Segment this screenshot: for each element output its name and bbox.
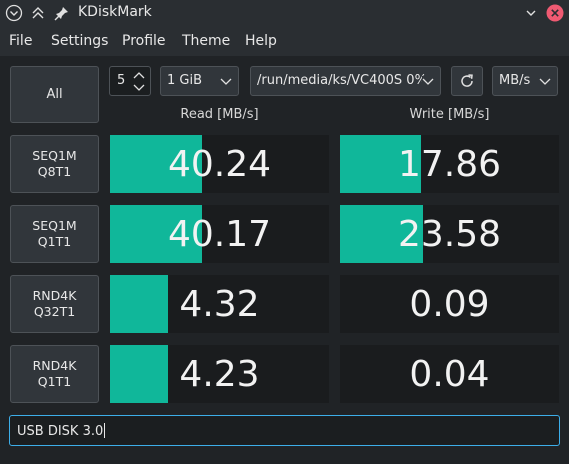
menu-file[interactable]: File [9,33,33,49]
result-bar [340,135,422,193]
test-size-select[interactable]: 1 GiB [160,66,239,96]
window-title: KDiskMark [78,4,152,20]
result-bar [110,135,202,193]
spin-up-icon[interactable] [131,70,147,81]
result-value: 17.86 [397,143,502,185]
result-value: 4.32 [179,283,260,325]
units-value: MB/s [499,73,531,88]
result-value: 40.17 [167,213,272,255]
chevron-down-icon [422,76,434,86]
test-button-rnd4k-q32t1[interactable]: RND4K Q32T1 [10,275,99,333]
menu-profile[interactable]: Profile [122,33,166,49]
target-path-select[interactable]: /run/media/ks/VC400S 0% [250,66,441,96]
result-value: 4.23 [179,353,260,395]
test-name: RND4K [32,358,77,373]
result-bar [110,275,169,333]
result-value: 0.09 [409,283,490,325]
text-caret [104,423,106,438]
refresh-icon [461,74,473,87]
comment-value: USB DISK 3.0 [17,424,104,439]
minimize-icon[interactable] [522,4,540,22]
result-bar [110,205,202,263]
test-button-seq1m-q1t1[interactable]: SEQ1M Q1T1 [10,205,99,263]
units-select[interactable]: MB/s [492,66,558,96]
menu-settings[interactable]: Settings [51,33,109,49]
result-value: 40.24 [167,143,272,185]
runs-count-value: 5 [117,73,126,88]
write-result-rnd4k-q1t1: 0.04 [340,345,559,403]
run-all-label: All [46,87,63,102]
result-value: 0.04 [409,353,490,395]
chevron-down-icon [539,78,551,85]
write-result-seq1m-q1t1: 23.58 [340,205,559,263]
test-size-value: 1 GiB [167,73,203,88]
test-button-rnd4k-q1t1[interactable]: RND4K Q1T1 [10,345,99,403]
refresh-button[interactable] [451,66,483,96]
spin-down-icon[interactable] [131,82,147,93]
app-menu-icon[interactable] [5,4,23,22]
comment-input[interactable]: USB DISK 3.0 [9,415,560,446]
read-result-seq1m-q1t1: 40.17 [110,205,329,263]
test-name: SEQ1M [32,218,77,233]
write-result-rnd4k-q32t1: 0.09 [340,275,559,333]
title-bar: KDiskMark [0,0,569,26]
read-column-header: Read [MB/s] [180,107,259,122]
read-result-seq1m-q8t1: 40.24 [110,135,329,193]
menu-help[interactable]: Help [245,33,277,49]
runs-count-spinbox[interactable]: 5 [109,66,151,96]
menu-theme[interactable]: Theme [182,33,231,49]
test-params: Q32T1 [33,304,76,319]
test-name: SEQ1M [32,148,77,163]
test-name: RND4K [32,288,77,303]
write-result-seq1m-q8t1: 17.86 [340,135,559,193]
result-bar [110,345,169,403]
target-path-value: /run/media/ks/VC400S 0% [257,73,427,88]
menu-bar: File Settings Profile Theme Help [0,28,569,54]
read-result-rnd4k-q1t1: 4.23 [110,345,329,403]
keep-above-icon[interactable] [29,4,47,22]
run-all-button[interactable]: All [10,66,99,123]
result-bar [340,205,424,263]
test-params: Q1T1 [37,234,72,249]
test-params: Q1T1 [37,374,72,389]
read-result-rnd4k-q32t1: 4.32 [110,275,329,333]
test-button-seq1m-q8t1[interactable]: SEQ1M Q8T1 [10,135,99,193]
chevron-down-icon [220,78,232,85]
write-column-header: Write [MB/s] [409,107,490,122]
result-value: 23.58 [397,213,502,255]
pin-icon[interactable] [53,4,71,22]
close-icon[interactable] [546,4,564,22]
test-params: Q8T1 [37,164,72,179]
